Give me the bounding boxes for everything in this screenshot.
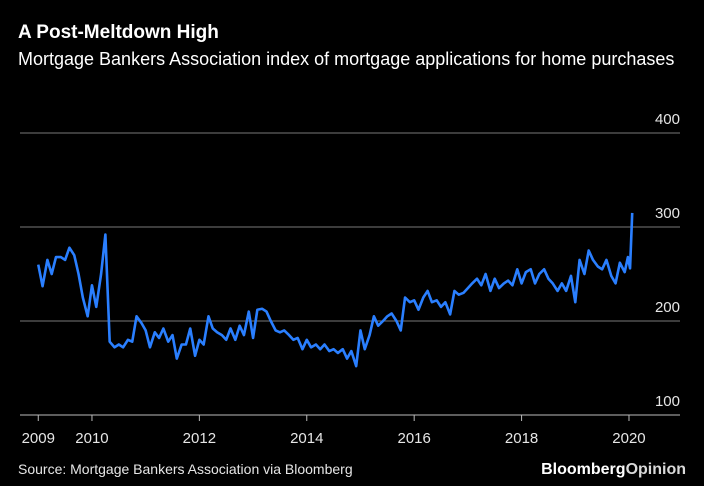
y-tick-label: 200 (655, 299, 680, 316)
logo-brand: Bloomberg (541, 461, 625, 478)
y-tick-label: 100 (655, 393, 680, 410)
x-tick-label: 2016 (397, 430, 430, 447)
logo: BloombergOpinion (541, 461, 686, 478)
x-tick-label: 2010 (75, 430, 108, 447)
y-tick-label: 300 (655, 205, 680, 222)
source: Source: Mortgage Bankers Association via… (18, 461, 353, 477)
x-tick-label: 2014 (290, 430, 323, 447)
data-line (36, 212, 634, 368)
y-tick-label: 400 (655, 111, 680, 128)
x-tick-label: 2012 (183, 430, 216, 447)
chart-title: A Post-Meltdown High (18, 22, 219, 43)
x-tick-label: 2018 (505, 430, 538, 447)
header: A Post-Meltdown High Mortgage Bankers As… (18, 22, 678, 70)
x-tick-label: 2009 (22, 430, 55, 447)
chart-subtitle: Mortgage Bankers Association index of mo… (18, 49, 675, 69)
logo-section: Opinion (626, 461, 686, 478)
x-tick-label: 2020 (612, 430, 645, 447)
